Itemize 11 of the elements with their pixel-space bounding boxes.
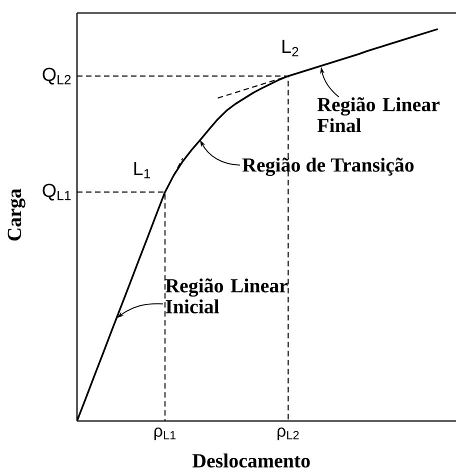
annotation: Região Linear Final <box>317 97 440 132</box>
annotation: Região Linear Inicial <box>165 278 288 314</box>
x-tick-label: ρ$_{L1}$ <box>154 428 176 440</box>
ref-line-label: Q$_{L2}$ <box>42 68 71 84</box>
annotation: Região de Transição <box>242 158 414 176</box>
annotation: L$_{2}$ <box>282 40 298 56</box>
annotation: L$_{1}$ <box>134 162 150 178</box>
x-tick-label: ρ$_{L2}$ <box>278 428 299 440</box>
y-axis-title: Carga <box>8 188 26 241</box>
x-axis-title: Deslocamento <box>192 453 310 468</box>
ref-line-label: Q$_{L1}$ <box>42 184 71 201</box>
